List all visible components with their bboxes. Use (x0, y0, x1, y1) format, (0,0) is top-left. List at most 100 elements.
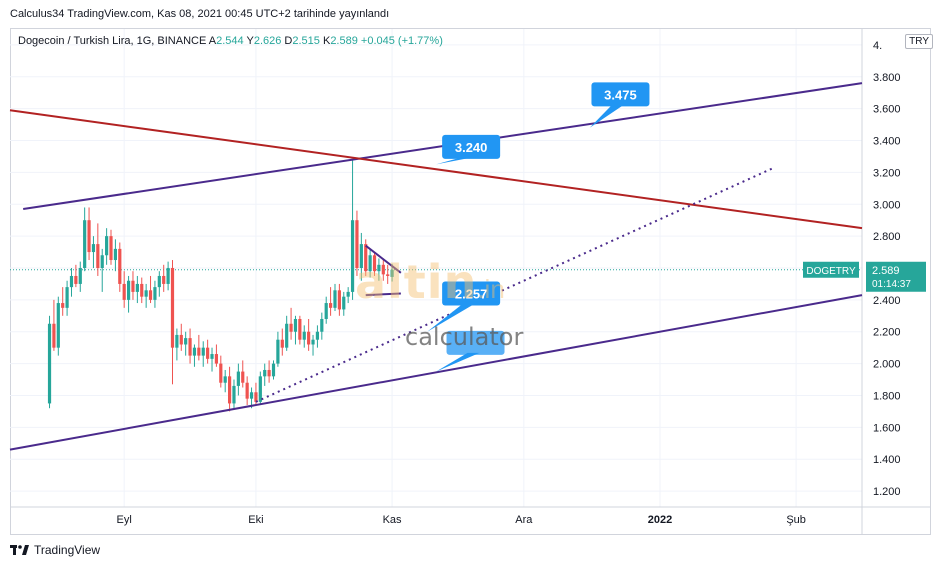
candle-body (153, 287, 157, 300)
candle-body (293, 318, 298, 332)
y-tick-label: 3.200 (873, 167, 901, 179)
candle-body (245, 382, 249, 399)
candle-body (91, 244, 96, 253)
low-label: D (284, 35, 293, 47)
candle-body (135, 283, 139, 292)
symbol-price-tag (803, 261, 859, 278)
y-tick-label: 2.400 (873, 295, 901, 307)
candle-body (188, 338, 192, 356)
candle-body (219, 363, 223, 383)
high-value: 2.626 (253, 35, 282, 47)
candle-body (241, 371, 245, 383)
candle-body (223, 376, 227, 383)
callout-3475-pointer (589, 104, 625, 128)
candle-body (179, 334, 183, 345)
candle-body (227, 376, 232, 404)
candle-body (65, 287, 69, 308)
y-tick-label: 2.800 (873, 231, 901, 243)
candle-body (96, 244, 100, 268)
candle-body (210, 354, 214, 359)
x-tick-label: Şub (786, 514, 806, 526)
candle-body (267, 369, 271, 377)
candle-body (109, 236, 113, 261)
candle-body (197, 347, 201, 356)
candle-body (320, 318, 324, 332)
close-value: 2.589 (330, 35, 358, 47)
candle-body (184, 338, 188, 345)
callout-3475-box (591, 82, 650, 107)
candle-body (87, 220, 91, 253)
wedge-lower-line (365, 292, 401, 297)
candle-body (78, 268, 82, 284)
candle-body (201, 347, 205, 356)
candle-body (254, 392, 258, 402)
footer-brand-label: TradingView (34, 543, 101, 557)
callout-2257-pointer (427, 303, 476, 332)
candle-body (368, 255, 372, 272)
candle-body (157, 275, 161, 288)
callout-lower-box (446, 330, 505, 355)
bar-countdown: 01:14:37 (872, 279, 911, 290)
y-tick-label: 1.600 (873, 422, 901, 434)
candle-body (175, 334, 179, 348)
candle-body (381, 264, 385, 275)
x-tick-label: Kas (383, 514, 402, 526)
candle-body (140, 283, 144, 297)
candle-body (144, 290, 148, 297)
symbol-price-tag-label: DOGETRY (806, 266, 856, 277)
x-tick-label: Eyl (117, 514, 132, 526)
candle-body (280, 339, 284, 348)
candle-body (271, 363, 276, 377)
candle-body (263, 369, 267, 377)
x-tick-label: Ara (515, 514, 533, 526)
candle-body (192, 347, 197, 356)
candle-body (315, 331, 320, 340)
y-tick-label: 3.600 (873, 104, 901, 116)
candle-body (162, 275, 166, 284)
close-label: K (322, 35, 331, 47)
y-tick-label: 4. (873, 40, 882, 52)
candle-body (289, 323, 293, 332)
candle-body (56, 303, 60, 348)
candle-body (232, 385, 236, 404)
symbol-name[interactable]: Dogecoin / Turkish Lira, 1G, BINANCE (18, 35, 207, 47)
candle-body (126, 280, 131, 300)
candle-body (324, 303, 328, 319)
candle-body (285, 323, 289, 348)
y-tick-label: 1.400 (873, 454, 901, 466)
candle-body (170, 268, 175, 348)
x-tick-label: 2022 (648, 514, 672, 526)
tradingview-logo-icon (10, 544, 29, 555)
candle-body (69, 275, 74, 288)
candle-body (122, 283, 126, 300)
candle-body (302, 331, 306, 340)
y-tick-label: 2.200 (873, 327, 901, 339)
candle-body (52, 323, 56, 348)
candle-body (328, 303, 333, 308)
candle-body (61, 303, 65, 308)
change-value: +0.045 (+1.77%) (360, 35, 443, 47)
candle-body (276, 339, 280, 364)
open-value: 2.544 (216, 35, 244, 47)
y-tick-label: 3.400 (873, 136, 901, 148)
candle-body (307, 331, 311, 345)
callout-3475-label: 3.475 (604, 87, 637, 102)
candle-body (298, 318, 302, 340)
candle-body (311, 339, 315, 345)
candle-body (359, 244, 363, 268)
candle-body (131, 280, 135, 292)
footer-brand[interactable]: TradingView (10, 543, 100, 557)
wedge-upper-line (365, 244, 402, 274)
y-tick-label: 1.200 (873, 486, 901, 498)
candle-body (118, 248, 122, 284)
candle-body (166, 268, 170, 284)
red-resistance-line (9, 109, 863, 230)
candle-body (249, 392, 254, 399)
candle-body (390, 269, 394, 277)
y-tick-label: 3.000 (873, 199, 901, 211)
candle-body (377, 264, 381, 272)
candle-body (386, 274, 390, 276)
currency-badge[interactable]: TRY (905, 34, 933, 49)
symbol-legend: Dogecoin / Turkish Lira, 1G, BINANCE A2.… (18, 35, 443, 47)
